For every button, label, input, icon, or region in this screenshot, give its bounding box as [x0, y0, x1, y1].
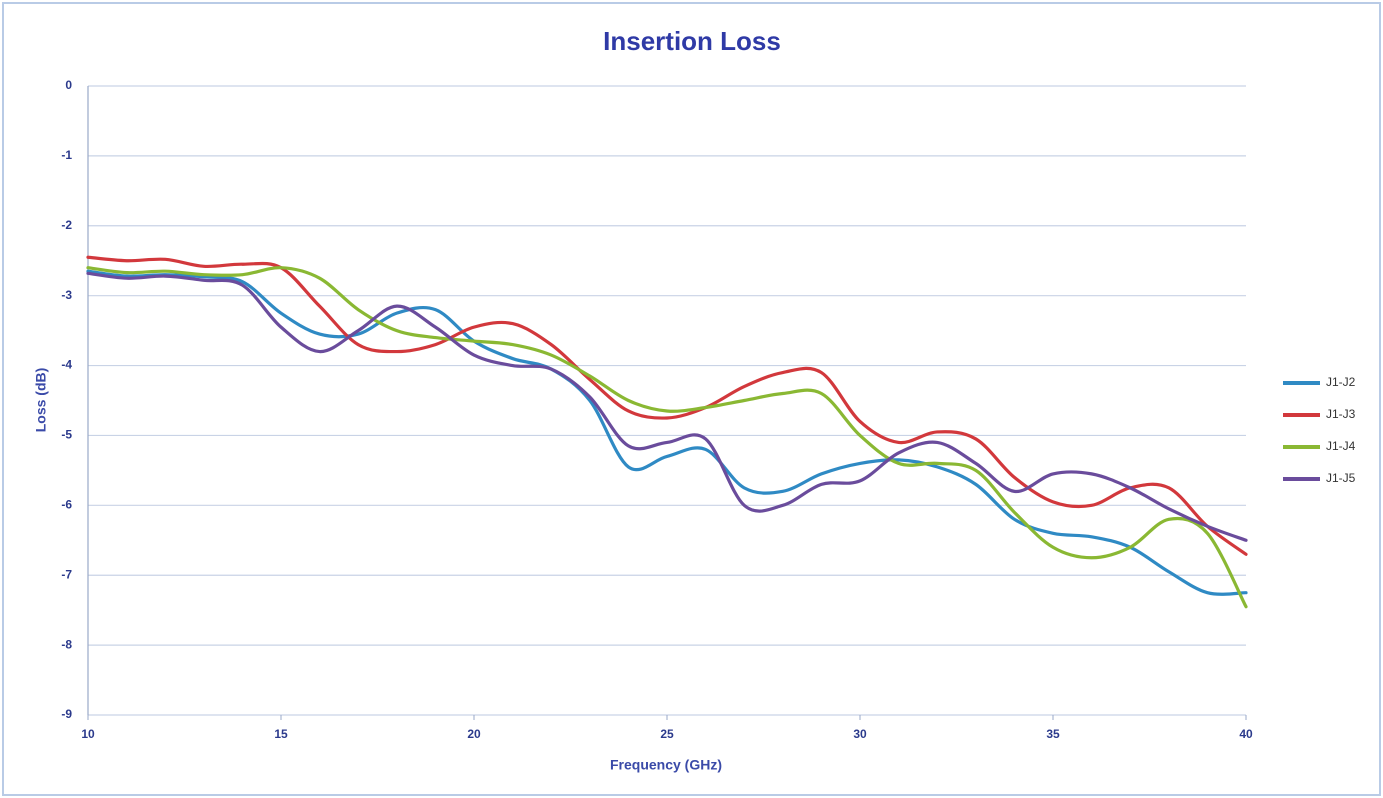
x-axis-label: Frequency (GHz)	[610, 757, 722, 773]
series-line	[86, 269, 1248, 596]
chart-title: Insertion Loss	[603, 26, 781, 56]
x-tick-label: 10	[81, 727, 95, 741]
y-tick-label: -4	[61, 358, 72, 372]
x-tick-label: 20	[467, 727, 481, 741]
y-tick-label: -3	[61, 288, 72, 302]
x-tick-label: 30	[853, 727, 867, 741]
x-tick-label: 25	[660, 727, 674, 741]
series-line	[86, 266, 1248, 609]
legend-label: J1-J4	[1326, 439, 1356, 453]
y-tick-label: -9	[61, 707, 72, 721]
series-line	[86, 271, 1248, 542]
y-tick-label: 0	[65, 78, 72, 92]
y-tick-label: -1	[61, 148, 72, 162]
legend-label: J1-J3	[1326, 407, 1356, 421]
y-tick-label: -2	[61, 218, 72, 232]
y-tick-label: -7	[61, 567, 72, 581]
y-tick-label: -6	[61, 498, 72, 512]
x-tick-label: 15	[274, 727, 288, 741]
y-tick-label: -8	[61, 637, 72, 651]
y-axis-label: Loss (dB)	[33, 368, 49, 433]
x-tick-label: 40	[1239, 727, 1253, 741]
x-tick-label: 35	[1046, 727, 1060, 741]
legend-label: J1-J5	[1326, 471, 1356, 485]
legend-label: J1-J2	[1326, 375, 1356, 389]
y-tick-label: -5	[61, 428, 72, 442]
